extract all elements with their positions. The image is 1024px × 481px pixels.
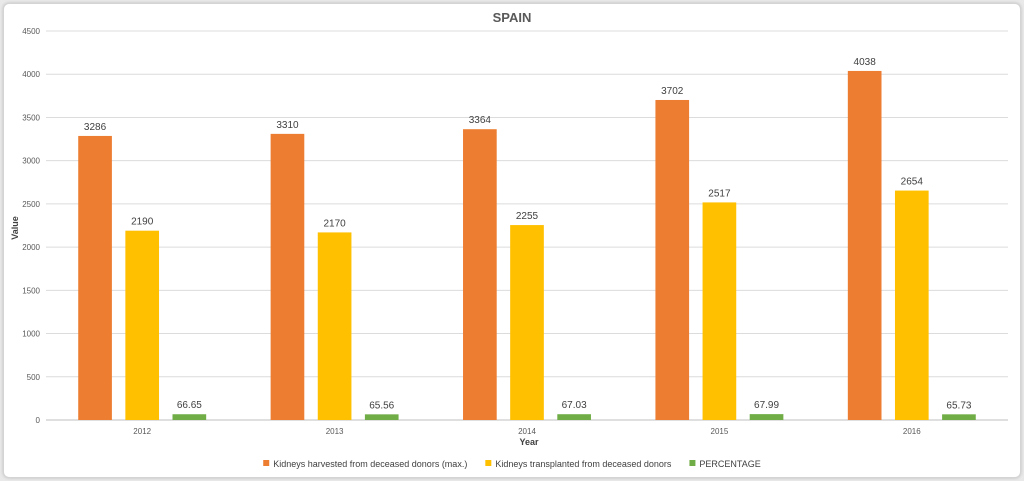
bar [270,133,305,420]
data-label: 3702 [661,86,684,97]
legend-swatch [263,460,270,466]
data-label: 2170 [323,218,346,229]
bar [510,225,544,420]
legend-swatch [689,460,696,466]
x-tick-label: 2016 [903,427,921,436]
y-axis-ticks: 0 500 1000 1500 2000 2500 3000 3500 4000 4500 [22,27,40,425]
x-tick-label: 2014 [518,427,536,436]
data-label: 65.73 [946,400,971,411]
data-label: 2190 [131,217,154,228]
bar-chart: SPAIN 0 500 1000 1500 2000 2500 3000 3500 4000 45… [10,10,1008,469]
legend-label: Kidneys transplanted from deceased donor… [495,459,672,469]
legend-label: PERCENTAGE [699,459,760,469]
y-tick-label: 0 [36,416,41,425]
y-tick-label: 2500 [22,200,40,209]
y-tick-label: 1500 [22,286,40,295]
bar [125,230,160,420]
chart-title: SPAIN [493,10,532,25]
bar [894,190,929,420]
y-axis-title: Value [10,216,20,240]
data-label: 4038 [854,57,877,68]
legend-swatch [485,460,492,466]
bar [557,414,591,420]
x-tick-label: 2012 [133,427,151,436]
data-label: 2654 [901,177,924,188]
data-label: 3286 [84,122,107,133]
data-label: 3310 [276,120,299,131]
y-tick-label: 1000 [22,330,40,339]
bar [847,70,882,421]
x-axis-title: Year [519,437,539,447]
y-tick-label: 4500 [22,27,40,36]
bar [317,232,352,420]
bar [463,129,497,420]
data-label: 66.65 [177,400,202,411]
bar [78,135,112,421]
bar [942,414,976,420]
y-tick-label: 3000 [22,157,40,166]
x-tick-label: 2013 [326,427,344,436]
bar [172,414,207,420]
data-label: 67.03 [562,400,587,411]
bar [655,99,690,420]
y-tick-label: 2000 [22,243,40,252]
legend: Kidneys harvested from deceased donors (… [263,459,761,469]
legend-label: Kidneys harvested from deceased donors (… [273,459,467,469]
x-tick-label: 2015 [711,427,729,436]
bar [702,202,737,420]
chart-frame: SPAIN 0 500 1000 1500 2000 2500 3000 3500 4000 45… [3,3,1021,478]
x-axis-ticks: 2012 2013 2014 2015 2016 [133,427,921,436]
bar [364,414,399,420]
y-tick-label: 4000 [22,70,40,79]
data-label: 65.56 [369,400,394,411]
bar [749,414,784,420]
data-label: 3364 [469,115,492,126]
y-tick-label: 500 [27,373,41,382]
bars-layer: 3286 2190 66.65 3310 2170 65.56 3364 2255 67.03 3… [78,57,976,421]
data-label: 67.99 [754,400,779,411]
data-label: 2517 [708,188,731,199]
data-label: 2255 [516,211,539,222]
y-tick-label: 3500 [22,113,40,122]
